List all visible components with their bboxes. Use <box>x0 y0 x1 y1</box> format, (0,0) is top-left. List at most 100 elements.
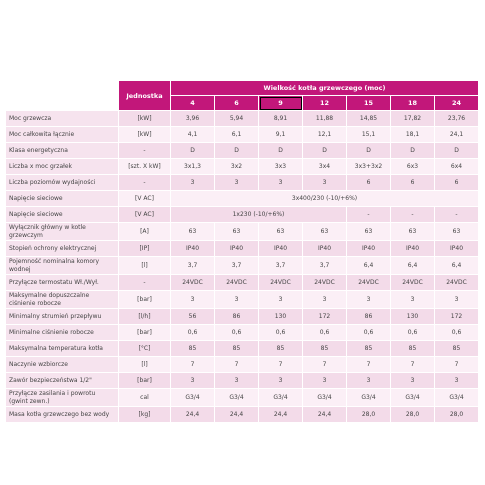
cell: 24VDC <box>214 274 259 291</box>
row-label: Liczba poziomów wydajności <box>5 174 119 191</box>
cell: 8,91 <box>258 110 303 127</box>
cell: 17,82 <box>390 110 435 127</box>
cell: 3 <box>170 174 215 191</box>
row-label: Stopień ochrony elektrycznej <box>5 240 119 257</box>
cell: 0,6 <box>258 324 303 341</box>
cell: G3/4 <box>214 388 259 407</box>
cell: - <box>390 206 435 223</box>
row-label: Moc całkowita łącznie <box>5 126 119 143</box>
cell: 12,1 <box>302 126 347 143</box>
row-label: Zawór bezpieczeństwa 1/2" <box>5 372 119 389</box>
cell: 24,4 <box>302 406 347 423</box>
cell: 130 <box>390 308 435 325</box>
row-label: Maksymalna temperatura kotła <box>5 340 119 357</box>
row-unit: - <box>118 142 171 159</box>
cell: 6 <box>434 174 479 191</box>
cell: D <box>302 142 347 159</box>
table-row: Masa kotła grzewczego bez wody [kg] 24,4 24… <box>5 406 479 423</box>
cell: D <box>214 142 259 159</box>
row-unit: - <box>118 274 171 291</box>
cell: 24VDC <box>390 274 435 291</box>
cell: 1x230 (-10/+6%) <box>170 206 347 223</box>
row-unit: [bar] <box>118 324 171 341</box>
row-unit: [l/h] <box>118 308 171 325</box>
row-unit: [IP] <box>118 240 171 257</box>
cell: 24,4 <box>258 406 303 423</box>
unit-header: Jednostka <box>118 80 171 111</box>
cell: G3/4 <box>302 388 347 407</box>
cell: 85 <box>214 340 259 357</box>
cell: 6 <box>390 174 435 191</box>
cell: 3 <box>302 290 347 309</box>
cell: 3 <box>346 372 391 389</box>
row-label: Przyłącze zasilania i powrotu (gwint zew… <box>5 388 119 407</box>
cell: 6x3 <box>390 158 435 175</box>
column-header: 18 <box>390 95 435 111</box>
cell: 85 <box>170 340 215 357</box>
row-unit: [l] <box>118 256 171 275</box>
cell: 0,6 <box>346 324 391 341</box>
row-label: Wyłącznik główny w kotle grzewczym <box>5 222 119 241</box>
cell: IP40 <box>346 240 391 257</box>
cell: 3 <box>390 372 435 389</box>
cell: 28,0 <box>434 406 479 423</box>
cell: 7 <box>214 356 259 373</box>
cell: 85 <box>390 340 435 357</box>
row-label: Minimalne ciśnienie robocze <box>5 324 119 341</box>
table-row: Moc całkowita łącznie [kW] 4,1 6,1 9,1 12,1 15… <box>5 126 479 143</box>
cell: 0,6 <box>302 324 347 341</box>
cell: 63 <box>170 222 215 241</box>
cell: D <box>390 142 435 159</box>
cell: 3 <box>170 290 215 309</box>
cell: 3x4 <box>302 158 347 175</box>
table-head: Jednostka Wielkość kotła grzewczego (moc… <box>5 80 479 111</box>
table-row: Klasa energetyczna - D D D D D D D <box>5 142 479 159</box>
row-label: Maksymalne dopuszczalne ciśnienie robocz… <box>5 290 119 309</box>
cell: 3 <box>434 290 479 309</box>
cell: 24VDC <box>434 274 479 291</box>
cell: 6,4 <box>346 256 391 275</box>
cell: 7 <box>346 356 391 373</box>
cell: G3/4 <box>434 388 479 407</box>
cell: 3 <box>258 372 303 389</box>
header-row: Jednostka Wielkość kotła grzewczego (moc… <box>5 80 479 111</box>
empty-corner <box>5 95 119 111</box>
cell: 14,85 <box>346 110 391 127</box>
cell: IP40 <box>170 240 215 257</box>
group-header: Wielkość kotła grzewczego (moc) <box>170 80 479 96</box>
cell: 3,7 <box>302 256 347 275</box>
cell: IP40 <box>302 240 347 257</box>
cell: 24VDC <box>258 274 303 291</box>
cell: 28,0 <box>346 406 391 423</box>
cell: 85 <box>346 340 391 357</box>
cell: 3 <box>302 174 347 191</box>
row-unit: [l] <box>118 356 171 373</box>
cell: 63 <box>302 222 347 241</box>
table-row: Wyłącznik główny w kotle grzewczym [A] 63 6… <box>5 222 479 241</box>
column-header: 6 <box>214 95 259 111</box>
empty-corner <box>5 80 119 96</box>
cell: 3,7 <box>214 256 259 275</box>
cell: 3 <box>170 372 215 389</box>
cell: 7 <box>170 356 215 373</box>
cell: 28,0 <box>390 406 435 423</box>
cell: 3,96 <box>170 110 215 127</box>
cell: 3 <box>258 174 303 191</box>
cell: 63 <box>258 222 303 241</box>
cell: 0,6 <box>170 324 215 341</box>
cell: 3,7 <box>258 256 303 275</box>
cell: 15,1 <box>346 126 391 143</box>
column-header: 15 <box>346 95 391 111</box>
column-header: 12 <box>302 95 347 111</box>
cell: 3x2 <box>214 158 259 175</box>
cell: 3 <box>214 174 259 191</box>
row-unit: - <box>118 174 171 191</box>
cell: 7 <box>434 356 479 373</box>
cell: 85 <box>302 340 347 357</box>
cell: G3/4 <box>258 388 303 407</box>
cell: 3 <box>258 290 303 309</box>
cell: IP40 <box>214 240 259 257</box>
cell: 24,4 <box>214 406 259 423</box>
cell: 24VDC <box>170 274 215 291</box>
cell: 3 <box>302 372 347 389</box>
